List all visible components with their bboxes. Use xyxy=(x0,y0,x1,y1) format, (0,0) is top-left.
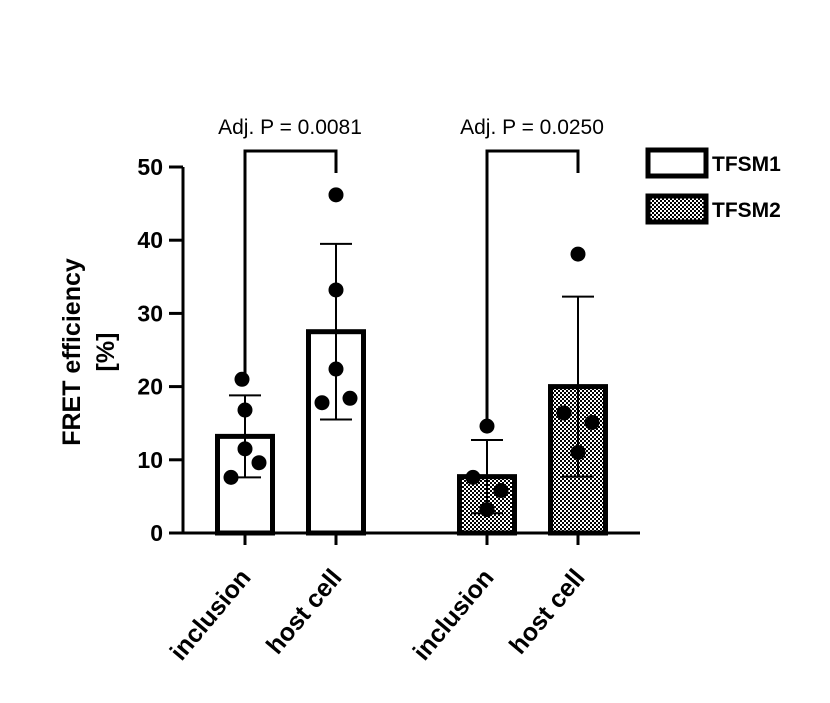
y-tick-label-10: 10 xyxy=(137,447,163,473)
data-point-tfsm1-inclusion-5 xyxy=(223,469,239,485)
data-point-tfsm2-host-cell-1 xyxy=(570,246,586,262)
category-label-tfsm1-inclusion: inclusion xyxy=(165,564,257,666)
y-tick-label-0: 0 xyxy=(150,520,163,546)
y-tick-label-30: 30 xyxy=(137,300,163,326)
p-value-label-tfsm1: Adj. P = 0.0081 xyxy=(218,116,362,139)
category-label-tfsm2-inclusion: inclusion xyxy=(408,564,500,666)
y-axis-title-line-2: [%] xyxy=(92,333,120,372)
data-point-tfsm1-host-cell-5 xyxy=(314,395,330,411)
data-point-tfsm1-inclusion-4 xyxy=(251,455,267,471)
data-point-tfsm1-inclusion-1 xyxy=(234,371,250,387)
legend: TFSM1 TFSM2 xyxy=(645,147,781,225)
y-tick-label-50: 50 xyxy=(137,154,163,180)
legend-label-tfsm1: TFSM1 xyxy=(712,153,781,176)
significance-bracket-tfsm2 xyxy=(485,149,580,427)
y-tick-label-20: 20 xyxy=(137,374,163,400)
data-point-tfsm1-inclusion-3 xyxy=(237,441,253,457)
data-point-tfsm2-inclusion-2 xyxy=(465,469,481,485)
y-tick-label-40: 40 xyxy=(137,227,163,253)
p-value-label-tfsm2: Adj. P = 0.0250 xyxy=(460,116,604,139)
significance-bracket-tfsm1 xyxy=(243,149,338,382)
category-label-tfsm2-host-cell: host cell xyxy=(504,564,591,660)
data-point-tfsm1-host-cell-3 xyxy=(328,361,344,377)
y-axis-title-line-1: FRET efficiency xyxy=(58,258,86,446)
data-point-tfsm2-inclusion-1 xyxy=(479,418,495,434)
data-point-tfsm2-host-cell-4 xyxy=(570,444,586,460)
data-point-tfsm1-host-cell-4 xyxy=(342,390,358,406)
legend-swatch-tfsm2 xyxy=(645,193,709,225)
data-point-tfsm2-host-cell-3 xyxy=(584,414,600,430)
data-point-tfsm2-inclusion-3 xyxy=(493,483,509,499)
plot-area: 0 10 20 30 40 50 xyxy=(137,149,640,546)
data-point-tfsm1-inclusion-2 xyxy=(237,402,253,418)
data-point-tfsm1-host-cell-1 xyxy=(328,187,344,203)
data-point-tfsm2-host-cell-2 xyxy=(556,405,572,421)
legend-swatch-tfsm1 xyxy=(645,147,709,179)
category-label-tfsm1-host-cell: host cell xyxy=(261,564,348,660)
legend-label-tfsm2: TFSM2 xyxy=(712,199,781,222)
data-point-tfsm1-host-cell-2 xyxy=(328,282,344,298)
data-point-tfsm2-inclusion-4 xyxy=(479,502,495,518)
